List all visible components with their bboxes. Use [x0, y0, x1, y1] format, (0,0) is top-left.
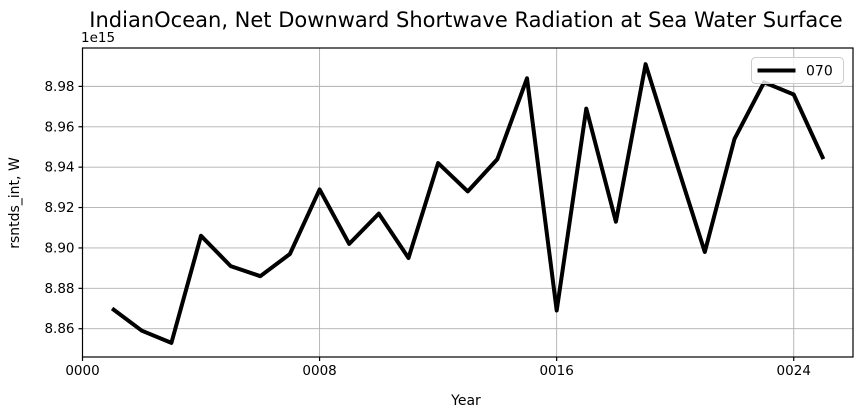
- x-axis-ticks: 0000 0008 0016 0024: [65, 357, 811, 379]
- chart-title: IndianOcean, Net Downward Shortwave Radi…: [89, 8, 842, 32]
- legend-box: [751, 57, 844, 84]
- y-tick-label-8.88: 8.88: [44, 281, 74, 297]
- legend-label: 070: [806, 64, 833, 80]
- x-tick-label-0016: 0016: [539, 363, 573, 379]
- legend: 070: [751, 57, 844, 84]
- y-tick-label-8.94: 8.94: [44, 160, 74, 176]
- x-tick-label-0000: 0000: [65, 363, 99, 379]
- y-axis-ticks: 8.86 8.88 8.90 8.92 8.94 8.96 8.98: [44, 79, 83, 337]
- y-tick-label-8.92: 8.92: [44, 200, 74, 216]
- y-tick-label-8.86: 8.86: [44, 321, 74, 337]
- y-axis-label: rsntds_int, W: [7, 157, 23, 249]
- x-tick-label-0024: 0024: [777, 363, 811, 379]
- y-tick-label-8.90: 8.90: [44, 240, 74, 256]
- series-line-070: [110, 62, 826, 345]
- x-tick-label-0008: 0008: [302, 363, 336, 379]
- y-tick-label-8.96: 8.96: [44, 119, 74, 135]
- gridlines: [82, 48, 853, 357]
- y-axis-offset-label: 1e15: [81, 30, 115, 46]
- plot-border: [81, 47, 854, 358]
- y-tick-label-8.98: 8.98: [44, 79, 74, 95]
- x-axis-label: Year: [450, 393, 481, 409]
